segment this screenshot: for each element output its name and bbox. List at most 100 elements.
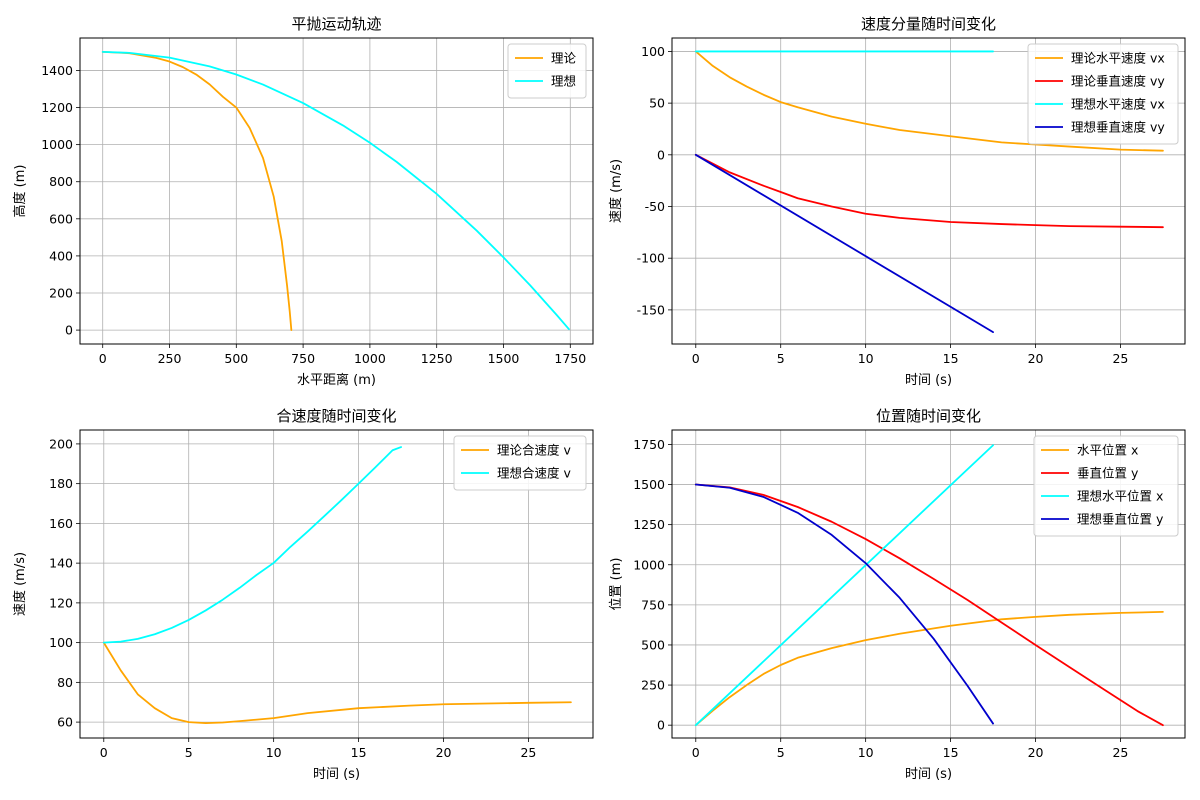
y-tick-label: 200 bbox=[49, 436, 73, 451]
series-line-2 bbox=[694, 153, 1164, 229]
y-tick-label: 100 bbox=[641, 44, 665, 59]
y-tick-label: 1250 bbox=[633, 517, 665, 532]
legend: 水平位置 x 垂直位置 y 理想水平位置 x 理想垂直位置 y bbox=[1033, 435, 1179, 537]
x-tick-label: 0 bbox=[692, 351, 700, 366]
y-tick-label: 180 bbox=[49, 476, 73, 491]
y-tick-label: 1200 bbox=[41, 100, 73, 115]
series-line-2 bbox=[101, 51, 570, 331]
x-axis-label: 时间 (s) bbox=[313, 767, 360, 782]
series-line-1 bbox=[694, 611, 1164, 727]
series-line-1 bbox=[101, 51, 293, 331]
x-tick-label: 10 bbox=[266, 745, 282, 760]
x-axis-label: 时间 (s) bbox=[905, 373, 952, 388]
x-tick-label: 10 bbox=[858, 745, 874, 760]
legend-entry: 理想合速度 v bbox=[497, 466, 571, 481]
chart-title: 速度分量随时间变化 bbox=[861, 15, 996, 33]
x-tick-label: 1000 bbox=[354, 351, 386, 366]
x-tick-label: 15 bbox=[351, 745, 367, 760]
x-tick-label: 20 bbox=[1028, 745, 1044, 760]
y-tick-label: -50 bbox=[645, 199, 665, 214]
y-tick-label: 800 bbox=[49, 174, 73, 189]
y-tick-label: 1000 bbox=[633, 557, 665, 572]
legend: 理论水平速度 vx 理论垂直速度 vy 理想水平速度 vx 理想垂直速度 vy bbox=[1027, 43, 1179, 145]
x-tick-label: 20 bbox=[1028, 351, 1044, 366]
series-line-1 bbox=[102, 641, 572, 724]
x-tick-label: 5 bbox=[777, 745, 785, 760]
chart-title: 平抛运动轨迹 bbox=[291, 15, 381, 33]
y-tick-label: 200 bbox=[49, 286, 73, 301]
legend-entry: 水平位置 x bbox=[1077, 443, 1138, 458]
y-tick-label: 60 bbox=[57, 715, 73, 730]
y-tick-label: 80 bbox=[57, 675, 73, 690]
series-line-3 bbox=[694, 444, 994, 727]
x-tick-label: 0 bbox=[100, 745, 108, 760]
subplot-1: 0 250 500 750 1000 1250 1500 1750 0 200 400 600 800 1… bbox=[12, 15, 594, 388]
y-axis-label: 位置 (m) bbox=[609, 558, 624, 611]
y-tick-label: 250 bbox=[641, 678, 665, 693]
y-axis-label: 高度 (m) bbox=[12, 165, 28, 218]
legend-entry: 理想垂直位置 y bbox=[1077, 512, 1164, 527]
x-tick-label: 1750 bbox=[554, 351, 586, 366]
y-tick-label: 500 bbox=[641, 637, 665, 652]
x-tick-label: 20 bbox=[436, 745, 452, 760]
y-tick-label: 1500 bbox=[633, 477, 665, 492]
x-tick-label: 5 bbox=[777, 351, 785, 366]
legend-entry: 理想 bbox=[551, 74, 576, 89]
axes-frame bbox=[671, 429, 1186, 739]
y-axis-label: 速度 (m/s) bbox=[608, 159, 624, 223]
legend-entry: 理想垂直速度 vy bbox=[1071, 120, 1165, 135]
legend: 理论合速度 v 理想合速度 v bbox=[453, 435, 587, 491]
chart-title: 位置随时间变化 bbox=[876, 407, 981, 425]
x-tick-label: 750 bbox=[291, 351, 315, 366]
y-tick-label: -100 bbox=[637, 251, 665, 266]
series-line-4 bbox=[694, 153, 994, 334]
y-tick-label: 600 bbox=[49, 211, 73, 226]
x-tick-label: 0 bbox=[692, 745, 700, 760]
axes-frame bbox=[671, 37, 1186, 345]
y-tick-label: 750 bbox=[641, 597, 665, 612]
legend-entry: 理想水平速度 vx bbox=[1071, 97, 1165, 112]
y-tick-label: 0 bbox=[657, 718, 665, 733]
y-tick-label: 0 bbox=[65, 323, 73, 338]
x-tick-label: 5 bbox=[185, 745, 193, 760]
y-tick-label: 0 bbox=[657, 147, 665, 162]
y-tick-label: 120 bbox=[49, 595, 73, 610]
x-tick-label: 25 bbox=[1112, 351, 1128, 366]
y-tick-label: 50 bbox=[649, 96, 665, 111]
x-tick-label: 1500 bbox=[488, 351, 520, 366]
x-tick-label: 500 bbox=[224, 351, 248, 366]
y-tick-label: 1000 bbox=[41, 137, 73, 152]
x-tick-label: 10 bbox=[858, 351, 874, 366]
x-tick-label: 1250 bbox=[421, 351, 453, 366]
legend-box bbox=[1027, 43, 1179, 145]
y-tick-label: 160 bbox=[49, 516, 73, 531]
x-axis-label: 水平距离 (m) bbox=[297, 372, 376, 388]
series-line-4 bbox=[694, 483, 994, 725]
y-tick-label: 140 bbox=[49, 556, 73, 571]
series-line-1 bbox=[694, 50, 1164, 152]
y-tick-label: 400 bbox=[49, 248, 73, 263]
y-axis-label: 速度 (m/s) bbox=[12, 552, 28, 616]
y-tick-label: 1750 bbox=[633, 437, 665, 452]
y-tick-label: 1400 bbox=[41, 63, 73, 78]
subplot-4: 0 5 10 15 20 2502505007501000125015001750位置随时… bbox=[609, 407, 1186, 782]
legend-box bbox=[1033, 435, 1179, 537]
series-line-2 bbox=[102, 446, 402, 644]
y-tick-label: 100 bbox=[49, 635, 73, 650]
chart-title: 合速度随时间变化 bbox=[276, 407, 396, 425]
legend-entry: 理论 bbox=[551, 51, 577, 66]
x-tick-label: 250 bbox=[158, 351, 182, 366]
axes-frame bbox=[79, 429, 594, 739]
x-tick-label: 15 bbox=[943, 351, 959, 366]
legend-entry: 理想水平位置 x bbox=[1077, 489, 1163, 504]
legend-entry: 理论垂直速度 vy bbox=[1071, 74, 1165, 89]
legend-entry: 垂直位置 y bbox=[1077, 466, 1139, 481]
x-axis-label: 时间 (s) bbox=[905, 767, 952, 782]
series-line-2 bbox=[694, 483, 1164, 727]
y-tick-label: -150 bbox=[637, 302, 665, 317]
x-tick-label: 15 bbox=[943, 745, 959, 760]
subplot-3: 0 5 10 15 20 25 60 80 100 120 140 160 180 200 合速度随时间变化… bbox=[12, 407, 594, 782]
